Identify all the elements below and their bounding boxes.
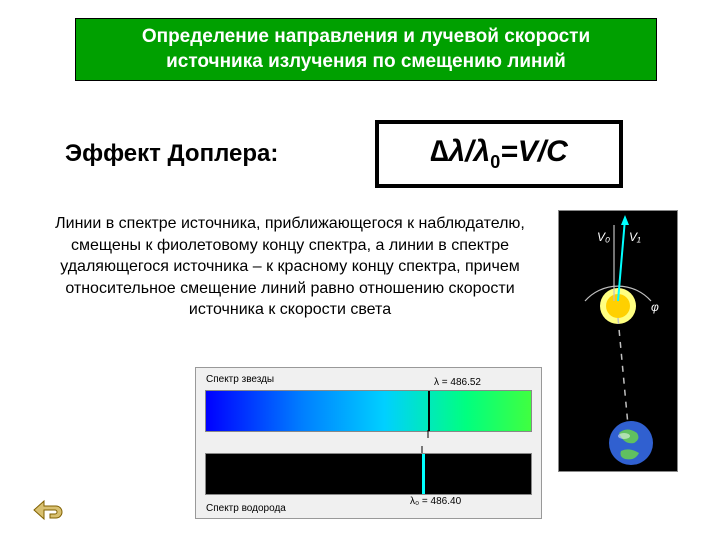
lambda-star-label: λ = 486.52 bbox=[434, 377, 481, 388]
description-text: Линии в спектре источника, приближающего… bbox=[45, 213, 535, 321]
lambda-h-label: λ₀ = 486.40 bbox=[410, 496, 461, 507]
wavelength-connector bbox=[205, 430, 530, 454]
formula-lhs: ∆λ/λ bbox=[430, 135, 490, 168]
title-line-2: источника излучения по смещению линий bbox=[86, 50, 646, 75]
doppler-formula: ∆λ/λ0=V/C bbox=[430, 135, 568, 173]
v0-label: V₀ bbox=[597, 230, 610, 244]
spectrum-diagram: Спектр звезды λ = 486.52 λ₀ = 486.40 Спе… bbox=[195, 367, 542, 519]
title-banner: Определение направления и лучевой скорос… bbox=[75, 18, 657, 81]
v1-label: V₁ bbox=[629, 230, 641, 244]
v1-arrowhead bbox=[621, 215, 629, 225]
title-line-1: Определение направления и лучевой скорос… bbox=[86, 25, 646, 50]
earth-cloud bbox=[618, 433, 630, 439]
star-spectrum-label: Спектр звезды bbox=[206, 374, 274, 385]
star-spectrum-bar bbox=[205, 390, 532, 432]
formula-box: ∆λ/λ0=V/C bbox=[375, 120, 623, 188]
doppler-heading: Эффект Доплера: bbox=[65, 140, 278, 168]
star-absorption-line bbox=[428, 391, 430, 431]
hydrogen-spectrum-label: Спектр водорода bbox=[206, 503, 286, 514]
hydrogen-spectrum-bar bbox=[205, 453, 532, 495]
sight-line bbox=[618, 318, 629, 436]
velocity-diagram: V₀ V₁ φ bbox=[558, 210, 678, 472]
formula-rhs: =V/C bbox=[500, 135, 568, 168]
phi-label: φ bbox=[651, 300, 659, 314]
formula-sub: 0 bbox=[490, 152, 500, 172]
return-icon[interactable] bbox=[30, 495, 64, 525]
hydrogen-emission-line bbox=[422, 454, 425, 494]
